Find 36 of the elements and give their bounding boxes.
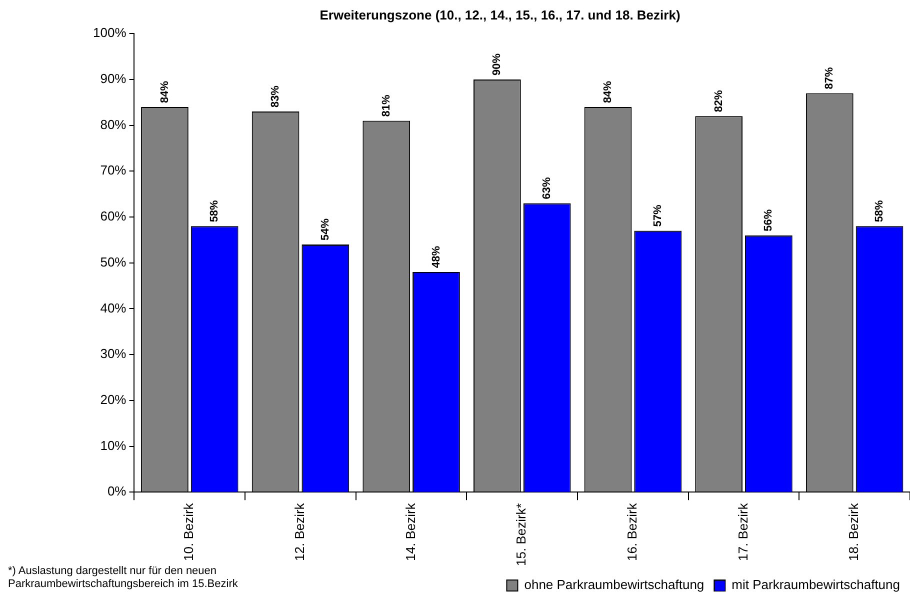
- y-tick-label: 0%: [107, 484, 127, 499]
- y-tick-label: 30%: [100, 346, 127, 362]
- x-tick-label: 16. Bezirk: [624, 502, 640, 561]
- data-label: 48%: [430, 246, 442, 268]
- data-label: 58%: [874, 200, 886, 222]
- data-label: 63%: [541, 177, 554, 200]
- x-tick-label: 15. Bezirk*: [514, 503, 529, 566]
- y-tick-label: 80%: [100, 116, 127, 132]
- data-label: 56%: [762, 209, 775, 232]
- x-tick-label: 10. Bezirk: [181, 502, 196, 561]
- x-tick-label: 18. Bezirk: [846, 502, 862, 561]
- data-label: 57%: [652, 204, 664, 227]
- legend-label: ohne Parkraumbewirtschaftung: [524, 577, 704, 592]
- data-label: 54%: [319, 218, 332, 241]
- data-label: 84%: [602, 80, 614, 103]
- x-tick-label: 17. Bezirk: [735, 502, 750, 561]
- y-tick-label: 70%: [100, 162, 127, 178]
- data-label: 87%: [824, 66, 836, 90]
- y-tick-label: 50%: [100, 254, 127, 270]
- data-label: 84%: [158, 80, 171, 103]
- y-tick-label: 10%: [100, 438, 127, 453]
- data-label: 90%: [491, 53, 504, 76]
- legend-label: mit Parkraumbewirtschaftung: [732, 577, 900, 592]
- y-tick-label: 20%: [100, 392, 127, 408]
- data-label: 81%: [380, 94, 392, 117]
- x-tick-label: 12. Bezirk: [292, 502, 308, 561]
- y-tick-label: 90%: [100, 71, 127, 86]
- text: *) Auslastung dargestellt nur für den neuen Parkraumbewirtschaftungsbereich im 15.Bezirk: [8, 565, 239, 591]
- chart-title: Erweiterungszone (10., 12., 14., 15., 16., 17. und 18. Bezirk): [320, 7, 680, 22]
- data-label: 58%: [208, 200, 221, 222]
- y-tick-label: 100%: [93, 25, 127, 40]
- y-tick-label: 60%: [100, 208, 127, 224]
- data-label: 83%: [270, 85, 282, 108]
- y-tick-label: 40%: [100, 300, 127, 316]
- x-tick-label: 14. Bezirk: [402, 502, 418, 561]
- data-label: 82%: [712, 90, 725, 112]
